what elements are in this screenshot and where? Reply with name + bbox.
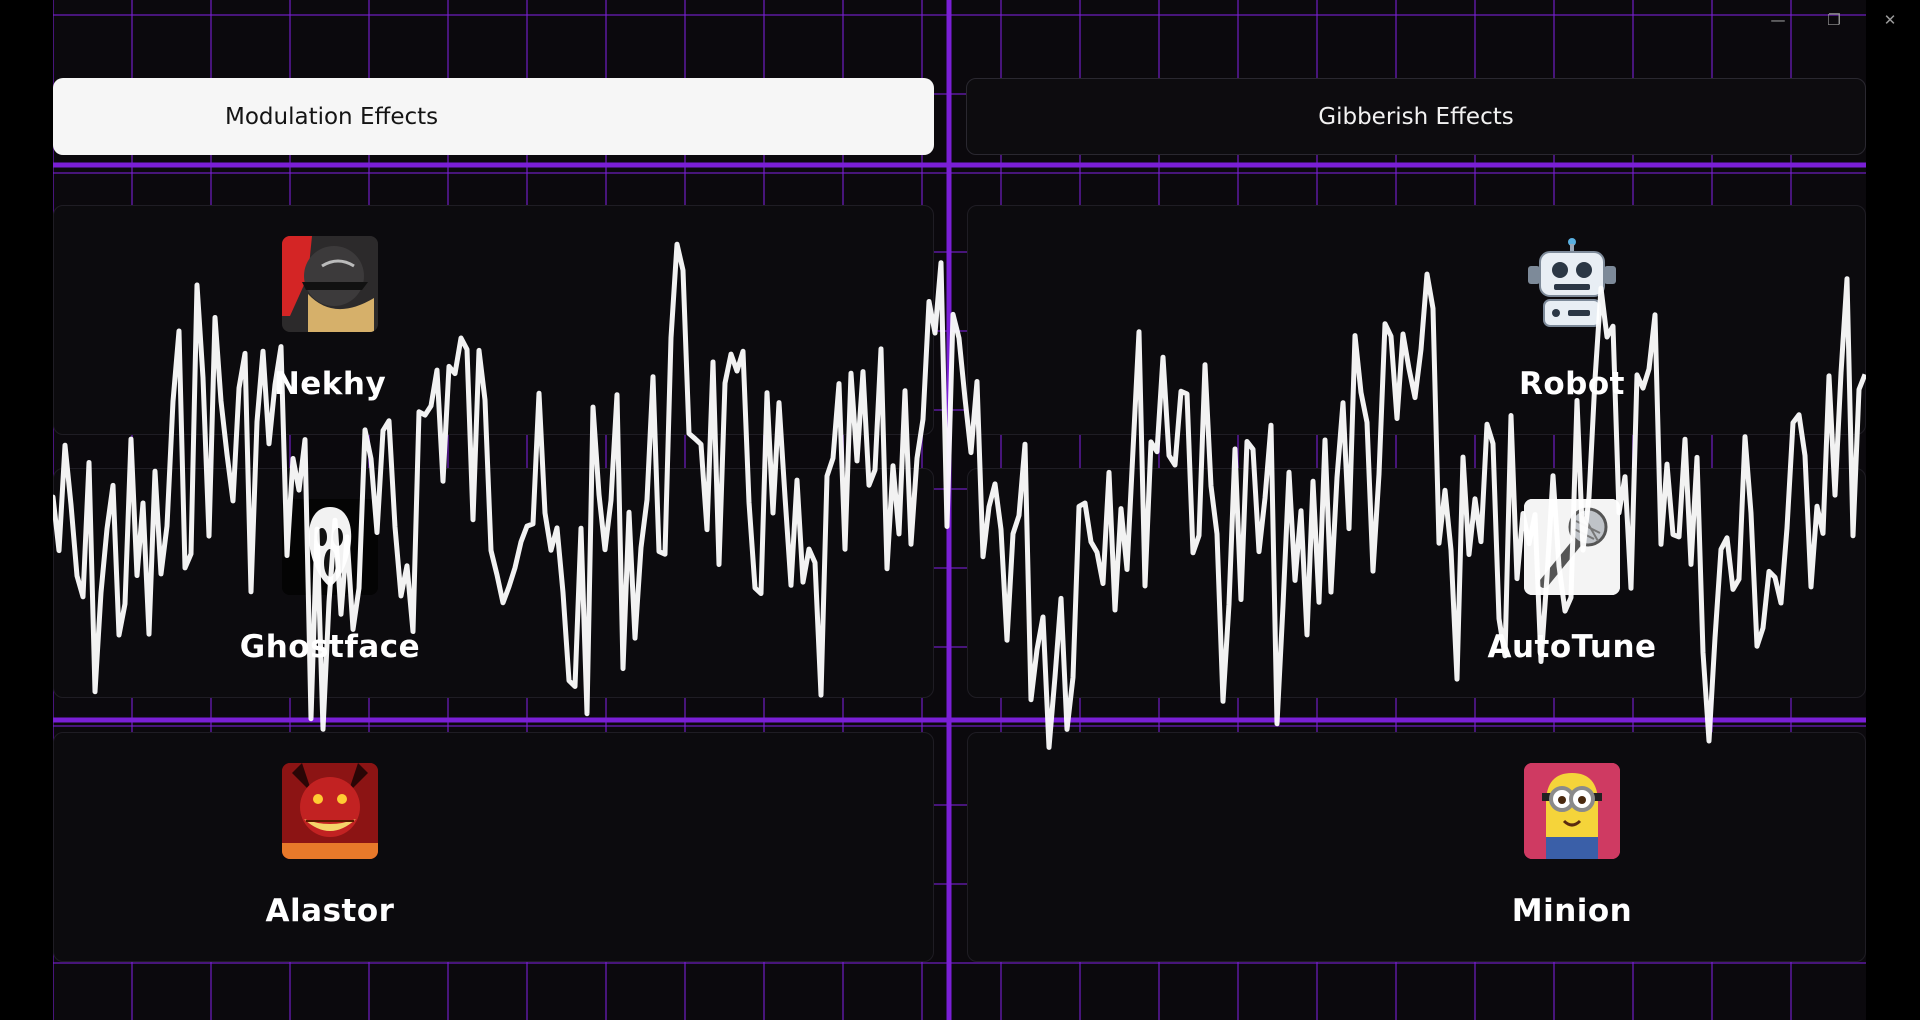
close-button[interactable]: ✕ xyxy=(1870,6,1910,34)
robot-icon xyxy=(1524,236,1620,332)
tab-gibberish-effects[interactable]: Gibberish Effects xyxy=(966,78,1866,155)
ghostface-mask-icon xyxy=(282,499,378,595)
voice-item-autotune[interactable]: AutoTune xyxy=(1442,499,1702,665)
minimize-button[interactable]: — xyxy=(1758,6,1798,34)
voice-item-ghostface[interactable]: Ghostface xyxy=(200,499,460,665)
voice-name: AutoTune xyxy=(1487,629,1657,665)
alastor-character-avatar xyxy=(282,763,378,859)
voice-item-alastor[interactable]: Alastor xyxy=(200,763,460,929)
voice-card-minion[interactable] xyxy=(967,732,1866,962)
voice-item-robot[interactable]: Robot xyxy=(1442,236,1702,402)
voice-name: Minion xyxy=(1511,893,1633,929)
tab-label: Modulation Effects xyxy=(225,103,439,130)
voice-card-nekhy[interactable] xyxy=(53,205,934,435)
voice-name: Ghostface xyxy=(239,629,421,665)
voice-card-robot[interactable] xyxy=(967,205,1866,435)
voice-name: Robot xyxy=(1519,366,1625,402)
minion-character-avatar xyxy=(1524,763,1620,859)
voice-name: Alastor xyxy=(265,893,395,929)
restore-button[interactable]: ❐ xyxy=(1814,6,1854,34)
voice-card-alastor[interactable] xyxy=(53,732,934,962)
anime-character-avatar xyxy=(282,236,378,332)
close-icon: ✕ xyxy=(1883,11,1897,29)
microphone-icon xyxy=(1524,499,1620,595)
voice-card-ghostface[interactable] xyxy=(53,468,934,698)
voice-name: Nekhy xyxy=(273,366,387,402)
restore-icon: ❐ xyxy=(1827,11,1841,29)
voice-card-autotune[interactable] xyxy=(967,468,1866,698)
voice-item-nekhy[interactable]: Nekhy xyxy=(200,236,460,402)
voice-item-minion[interactable]: Minion xyxy=(1442,763,1702,929)
tab-modulation-effects[interactable]: Modulation Effects xyxy=(53,78,934,155)
tab-label: Gibberish Effects xyxy=(1318,103,1514,130)
minimize-icon: — xyxy=(1770,11,1786,29)
